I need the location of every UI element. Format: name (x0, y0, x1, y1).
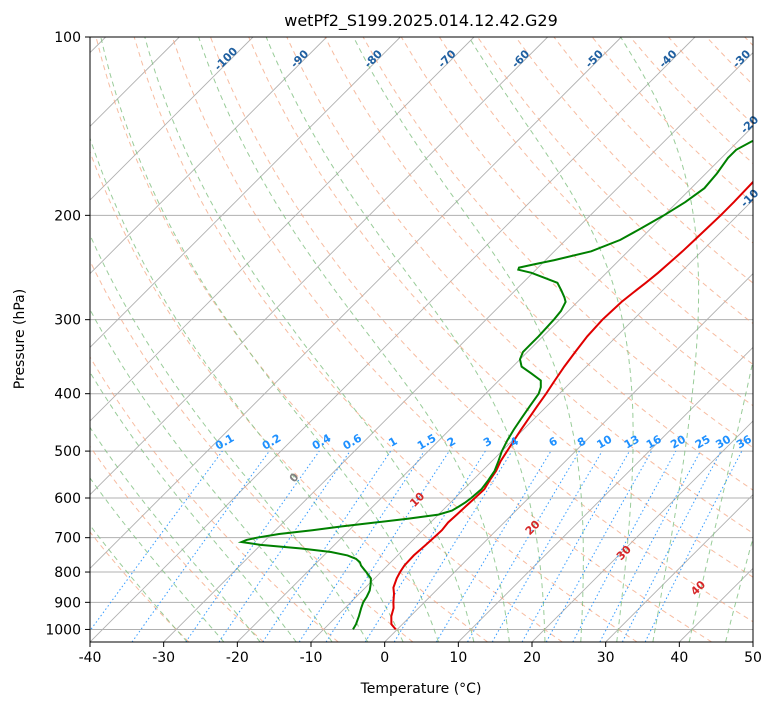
mixing-ratio-line (644, 450, 743, 642)
isotherm (458, 346, 753, 642)
isotherm (90, 37, 475, 422)
dry-adiabat (515, 37, 753, 284)
moist-adiabat (90, 524, 188, 642)
isotherm (163, 52, 753, 642)
mixing-ratio-line (90, 450, 223, 632)
y-tick-label: 1000 (45, 622, 81, 638)
isotherm (90, 37, 696, 642)
isotherm (237, 125, 753, 642)
moist-adiabat (100, 37, 439, 642)
x-tick-label: -10 (300, 650, 323, 666)
mixing-ratio-line (218, 450, 351, 642)
y-axis-label: Pressure (hPa) (12, 289, 28, 389)
isotherm (605, 494, 753, 642)
moist-adiabat (353, 37, 584, 642)
isotherm (531, 420, 753, 642)
x-tick-label: -40 (79, 650, 102, 666)
moist-adiabat (90, 426, 261, 642)
axis-layer: -40 -30 -20 -10 0 10 20 30 40 50 100 200 300 400 500 60… (45, 30, 762, 666)
dry-adiabat (210, 37, 753, 623)
mixing-ratio-line (545, 450, 653, 642)
dewpoint-line (237, 139, 753, 630)
grid-layer (90, 37, 753, 642)
isotherm (90, 37, 622, 569)
x-tick-label: 40 (670, 650, 688, 666)
dry-adiabat (133, 37, 638, 642)
x-tick-label: -20 (226, 650, 249, 666)
dry-adiabat (286, 37, 753, 534)
dry-adiabat (171, 37, 712, 642)
mixing-ratio-line (131, 450, 270, 642)
plot-background (90, 37, 753, 642)
mixing-ratio-line (325, 450, 450, 642)
x-tick-label: 50 (744, 650, 762, 666)
x-axis-label: Temperature (°C) (360, 681, 482, 697)
chart-title: wetPf2_S199.2025.014.12.42.G29 (284, 11, 558, 31)
x-tick-label: 30 (597, 650, 615, 666)
isotherm (90, 37, 254, 201)
mixing-ratio-line (262, 450, 392, 642)
dry-adiabat (90, 356, 339, 642)
data-layer (237, 139, 753, 631)
dry-adiabat (400, 37, 753, 407)
isotherm (90, 37, 327, 275)
y-tick-label: 900 (54, 595, 81, 611)
y-tick-label: 800 (54, 565, 81, 581)
plot-frame (89, 36, 754, 643)
moist-adiabat (144, 37, 475, 642)
x-tick-label: -30 (152, 650, 175, 666)
y-tick-label: 100 (54, 30, 81, 46)
isotherm (752, 641, 753, 642)
moist-adiabat (90, 477, 225, 642)
moist-adiabat (265, 37, 546, 642)
dry-adiabat (248, 37, 753, 578)
x-tick-label: 0 (380, 650, 389, 666)
dry-adiabat (90, 150, 488, 642)
y-tick-label: 200 (54, 208, 81, 224)
x-tick-label: 20 (523, 650, 541, 666)
mixing-ratio-line (185, 450, 320, 642)
isotherm (90, 37, 401, 348)
y-tick-label: 600 (54, 491, 81, 507)
dry-adiabat (95, 37, 563, 642)
dry-adiabat (90, 259, 414, 642)
mixing-ratio-line (521, 450, 630, 642)
moist-adiabat (90, 233, 369, 642)
y-tick-label: 700 (54, 531, 81, 547)
moist-adiabat (90, 371, 297, 642)
mixing-ratio-line (572, 450, 677, 642)
moist-adiabat (90, 136, 404, 642)
isotherm (384, 273, 753, 642)
mixing-ratio-line (393, 450, 513, 642)
moist-adiabat (620, 37, 700, 642)
y-tick-label: 400 (54, 387, 81, 403)
temperature-line (390, 180, 753, 631)
y-tick-label: 500 (54, 444, 81, 460)
dry-adiabat (438, 37, 753, 366)
isotherm (90, 37, 548, 496)
mixing-ratio-line (298, 450, 425, 642)
dry-adiabat (90, 531, 190, 642)
x-tick-label: 10 (449, 650, 467, 666)
y-tick-label: 300 (54, 313, 81, 329)
dry-adiabat (90, 445, 264, 642)
